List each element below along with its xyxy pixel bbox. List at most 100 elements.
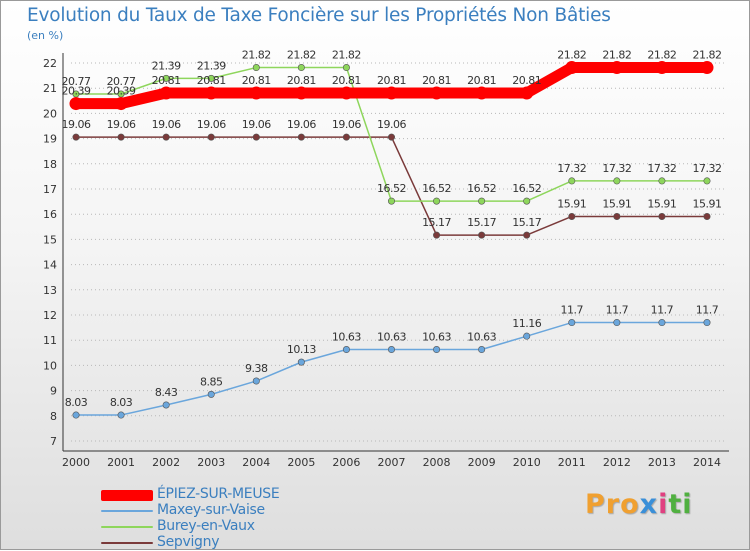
data-point: [565, 61, 579, 75]
x-tick-label: 2011: [558, 456, 586, 469]
data-label: 10.63: [332, 331, 361, 344]
data-point: [204, 86, 218, 100]
proxiti-logo: Proxiti: [585, 489, 693, 520]
legend-label: Burey-en-Vaux: [157, 518, 255, 534]
data-label: 10.13: [287, 343, 316, 356]
chart-title: Evolution du Taux de Taxe Foncière sur l…: [27, 5, 611, 26]
data-point: [207, 74, 215, 82]
legend-label: Maxey-sur-Vaise: [157, 502, 265, 518]
data-point: [700, 61, 714, 75]
data-point: [207, 133, 215, 141]
unit-label: (en %): [27, 29, 64, 42]
data-point: [433, 197, 441, 205]
data-label: 16.52: [467, 182, 496, 195]
data-point: [385, 86, 398, 100]
data-point: [72, 133, 80, 141]
data-label: 11.7: [696, 304, 719, 317]
data-label: 17.32: [693, 162, 722, 175]
data-point: [520, 86, 534, 100]
data-point: [610, 61, 624, 75]
data-label: 10.63: [377, 331, 406, 344]
data-label: 20.39: [62, 85, 91, 98]
legend-item: ÉPIEZ-SUR-MEUSE: [101, 486, 341, 503]
data-point: [159, 86, 173, 100]
y-tick-label: 22: [43, 57, 57, 70]
legend-swatch: [101, 510, 153, 512]
y-tick-label: 18: [43, 158, 57, 171]
y-tick-label: 19: [43, 133, 57, 146]
data-point: [342, 133, 350, 141]
data-label: 21.82: [602, 49, 631, 62]
data-label: 15.17: [422, 216, 451, 229]
x-tick-label: 2007: [378, 456, 406, 469]
data-label: 19.06: [377, 118, 406, 131]
x-tick-label: 2003: [197, 456, 225, 469]
data-label: 20.81: [422, 74, 451, 87]
data-label: 15.91: [693, 197, 722, 210]
data-point: [342, 64, 350, 72]
data-point: [475, 86, 489, 100]
data-point: [568, 177, 576, 185]
y-tick-label: 20: [43, 107, 57, 120]
data-label: 8.43: [155, 386, 178, 399]
data-label: 20.81: [377, 74, 406, 87]
data-label: 16.52: [422, 182, 451, 195]
data-point: [478, 231, 486, 239]
data-label: 20.77: [62, 75, 91, 88]
data-point: [655, 61, 669, 75]
data-label: 20.81: [197, 74, 226, 87]
data-label: 9.38: [245, 362, 268, 375]
data-point: [252, 377, 260, 385]
y-tick-label: 12: [43, 309, 57, 322]
legend: ÉPIEZ-SUR-MEUSE Maxey-sur-Vaise Burey-en…: [101, 486, 341, 551]
data-point: [703, 177, 711, 185]
data-label: 20.81: [332, 74, 361, 87]
data-point: [339, 86, 353, 100]
data-point: [162, 133, 170, 141]
data-point: [703, 212, 711, 220]
x-tick-label: 2005: [287, 456, 315, 469]
data-point: [249, 86, 263, 100]
data-label: 19.06: [152, 118, 181, 131]
data-point: [478, 346, 486, 354]
axes: 7 8 9 10 11 12 13 14 15 16 17 18 19 20 21 22 2000 2001 200…: [43, 53, 729, 469]
x-tick-label: 2001: [107, 456, 135, 469]
data-label: 10.63: [467, 331, 496, 344]
data-label: 21.82: [287, 49, 316, 62]
data-label: 21.82: [242, 49, 271, 62]
legend-swatch: [101, 526, 153, 528]
data-label: 19.06: [197, 118, 226, 131]
data-point: [252, 64, 260, 72]
data-point: [523, 231, 531, 239]
data-label: 20.81: [287, 74, 316, 87]
legend-item: Burey-en-Vaux: [101, 518, 341, 535]
data-label: 20.81: [512, 74, 541, 87]
y-tick-label: 13: [43, 284, 57, 297]
legend-item: Maxey-sur-Vaise: [101, 502, 341, 519]
data-point: [568, 212, 576, 220]
data-point: [294, 86, 308, 100]
data-label: 19.06: [287, 118, 316, 131]
data-point: [430, 86, 444, 100]
data-labels: 8.03 8.03 8.43 8.85 9.38 10.13 10.63 10.63 10.63…: [62, 49, 723, 410]
x-tick-label: 2013: [648, 456, 676, 469]
data-label: 21.82: [693, 49, 722, 62]
series-lines: [69, 61, 714, 419]
data-point: [72, 411, 80, 419]
legend-item: Sepvigny: [101, 534, 341, 551]
data-point: [342, 346, 350, 354]
x-tick-label: 2006: [332, 456, 360, 469]
y-tick-label: 7: [50, 435, 57, 448]
y-tick-label: 10: [43, 359, 57, 372]
data-label: 11.7: [651, 304, 674, 317]
y-tick-label: 11: [43, 334, 57, 347]
data-point: [523, 332, 531, 340]
legend-label: ÉPIEZ-SUR-MEUSE: [157, 486, 280, 502]
data-label: 15.17: [467, 216, 496, 229]
data-label: 20.81: [152, 74, 181, 87]
x-tick-label: 2012: [603, 456, 631, 469]
data-label: 8.03: [110, 396, 133, 409]
data-label: 16.52: [512, 182, 541, 195]
x-tick-label: 2009: [468, 456, 496, 469]
